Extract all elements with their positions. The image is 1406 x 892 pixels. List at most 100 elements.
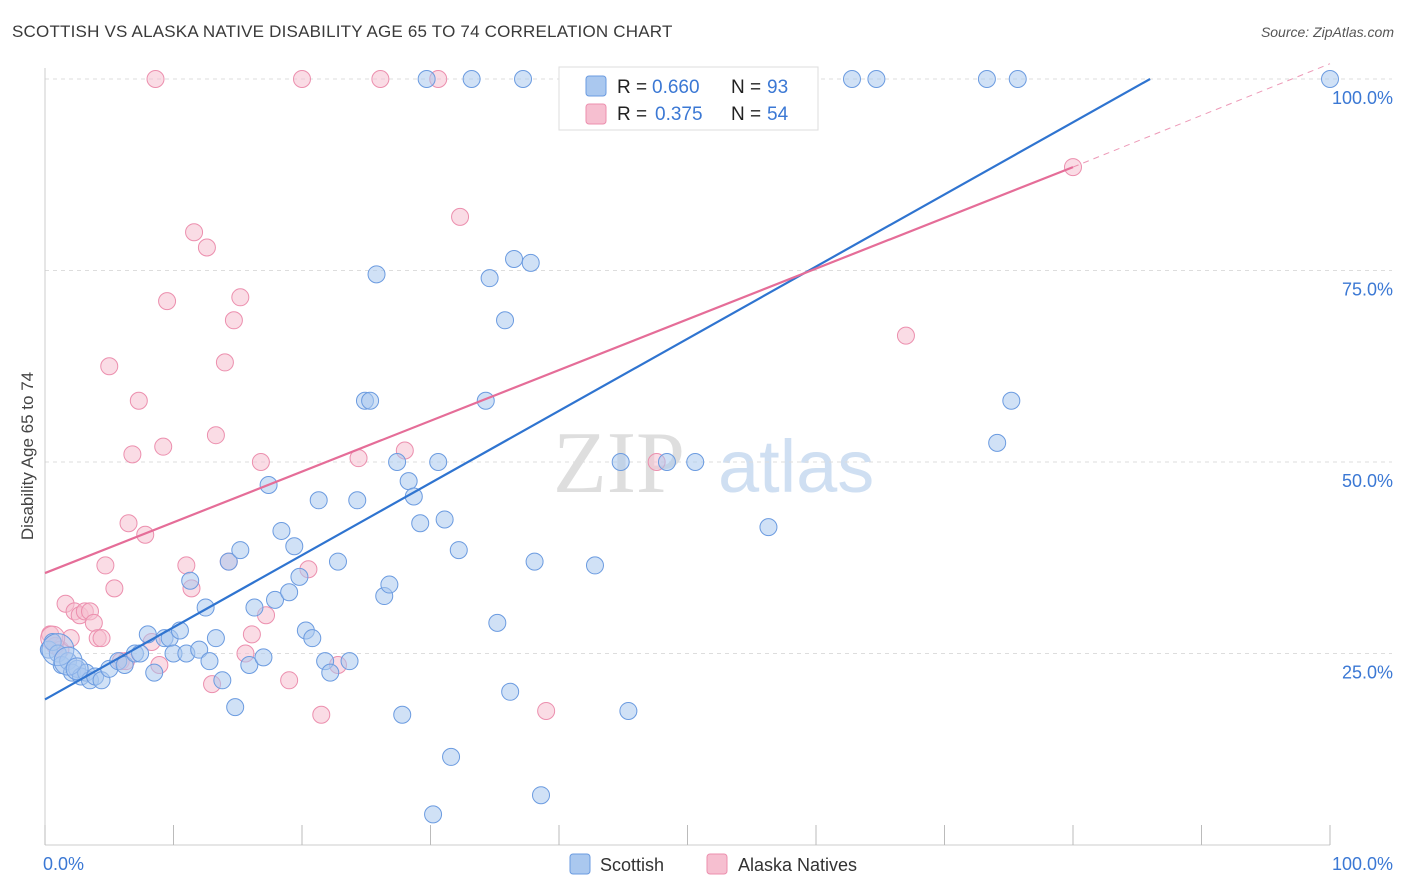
scottish-point bbox=[272, 521, 291, 540]
grid-lines bbox=[45, 78, 1392, 654]
tick-labels: 25.0% 50.0% 75.0% 100.0% 0.0% 100.0% bbox=[43, 88, 1393, 874]
scottish-point bbox=[657, 453, 676, 471]
scottish-point bbox=[1321, 70, 1339, 88]
legend-scottish-label: Scottish bbox=[600, 855, 664, 875]
alaska-natives-point bbox=[92, 629, 111, 648]
scottish-point bbox=[988, 433, 1007, 452]
scottish-point bbox=[219, 552, 238, 571]
scottish-point bbox=[480, 269, 499, 288]
scottish-point bbox=[1008, 70, 1027, 88]
alaska-natives-point bbox=[146, 70, 165, 88]
scottish-point bbox=[303, 629, 322, 648]
scottish-point bbox=[686, 453, 705, 471]
r-value-2: 0.375 bbox=[655, 104, 703, 125]
alaska-natives-point bbox=[61, 629, 80, 648]
scottish-point bbox=[759, 518, 778, 537]
alaska-natives-point bbox=[206, 426, 225, 445]
alaska-natives-trend-extension bbox=[1072, 63, 1331, 168]
scottish-point bbox=[411, 514, 430, 533]
source-label: Source: ZipAtlas.com bbox=[1260, 24, 1394, 40]
alaska-natives-point bbox=[537, 701, 556, 720]
x-tick-label: 0.0% bbox=[43, 854, 84, 874]
scottish-point bbox=[585, 556, 604, 575]
scottish-point bbox=[496, 311, 515, 330]
n-value-2: 54 bbox=[767, 104, 789, 125]
scottish-point bbox=[488, 613, 507, 632]
alaska-natives-point bbox=[119, 514, 138, 533]
scottish-point bbox=[525, 552, 544, 571]
scottish-trend-line bbox=[44, 78, 1151, 701]
scottish-point bbox=[309, 491, 328, 510]
scottish-point bbox=[213, 671, 232, 690]
y-tick-label: 25.0% bbox=[1342, 663, 1393, 683]
scottish-point bbox=[501, 682, 520, 701]
legend-scottish-swatch bbox=[569, 853, 591, 875]
scottish-point bbox=[231, 541, 250, 560]
scottish-point bbox=[442, 747, 461, 766]
alaska-natives-point bbox=[451, 207, 470, 226]
scottish-point bbox=[514, 70, 533, 88]
scottish-point bbox=[399, 472, 418, 491]
alaska-natives-point bbox=[129, 391, 148, 410]
scottish-point bbox=[285, 537, 304, 556]
r-value-1: 0.660 bbox=[652, 77, 700, 98]
alaska-natives-swatch bbox=[585, 103, 607, 125]
y-tick-label: 50.0% bbox=[1342, 471, 1393, 491]
alaska-natives-point bbox=[177, 556, 196, 575]
alaska-natives-point bbox=[136, 525, 155, 544]
scottish-point bbox=[41, 633, 75, 667]
scottish-point bbox=[240, 655, 259, 674]
n-label-2: N = bbox=[731, 104, 761, 125]
trend-lines bbox=[44, 63, 1331, 701]
axes bbox=[44, 68, 1331, 846]
chart-title: SCOTTISH VS ALASKA NATIVE DISABILITY AGE… bbox=[12, 22, 673, 41]
scottish-point bbox=[280, 583, 299, 602]
scottish-point bbox=[206, 629, 225, 648]
alaska-natives-point bbox=[96, 556, 115, 575]
x-tick-label: 100.0% bbox=[1332, 854, 1393, 874]
scottish-point bbox=[388, 453, 407, 471]
alaska-natives-point bbox=[231, 288, 250, 307]
scottish-point bbox=[521, 253, 540, 272]
scottish-point bbox=[611, 453, 630, 471]
scottish-point bbox=[842, 70, 861, 88]
scottish-point bbox=[462, 70, 481, 88]
scottish-point bbox=[429, 453, 448, 471]
scottish-point bbox=[138, 625, 157, 644]
bottom-legend: Scottish Alaska Natives bbox=[569, 853, 857, 875]
scottish-point bbox=[435, 510, 454, 529]
alaska-natives-point bbox=[100, 357, 119, 376]
r-label-1: R = bbox=[617, 77, 647, 98]
watermark-atlas: atlas bbox=[718, 425, 874, 508]
alaska-natives-points bbox=[40, 70, 1082, 724]
scottish-point bbox=[380, 575, 399, 594]
scottish-point bbox=[505, 250, 524, 269]
alaska-natives-point bbox=[312, 705, 331, 724]
alaska-natives-point bbox=[84, 613, 103, 632]
scottish-point bbox=[131, 644, 150, 663]
legend-alaska-natives-label: Alaska Natives bbox=[738, 855, 857, 875]
alaska-natives-point bbox=[105, 579, 124, 598]
scottish-point bbox=[449, 541, 468, 560]
scottish-point bbox=[245, 598, 264, 617]
scottish-point bbox=[361, 391, 380, 410]
scottish-point bbox=[867, 70, 886, 88]
scottish-point bbox=[348, 491, 367, 510]
y-tick-label: 100.0% bbox=[1332, 88, 1393, 108]
scottish-point bbox=[200, 652, 219, 671]
scottish-point bbox=[266, 590, 285, 609]
legend-alaska-natives-swatch bbox=[706, 853, 728, 875]
alaska-natives-point bbox=[251, 453, 270, 471]
y-axis-label: Disability Age 65 to 74 bbox=[18, 372, 37, 540]
n-value-1: 93 bbox=[767, 77, 788, 98]
scottish-point bbox=[65, 657, 89, 681]
scottish-point bbox=[145, 663, 164, 682]
alaska-natives-point bbox=[215, 353, 234, 372]
scottish-point bbox=[181, 571, 200, 590]
alaska-natives-point bbox=[185, 223, 204, 242]
scottish-point bbox=[417, 70, 436, 88]
alaska-natives-point bbox=[371, 70, 390, 88]
scottish-point bbox=[367, 265, 386, 284]
scottish-point bbox=[226, 698, 245, 717]
